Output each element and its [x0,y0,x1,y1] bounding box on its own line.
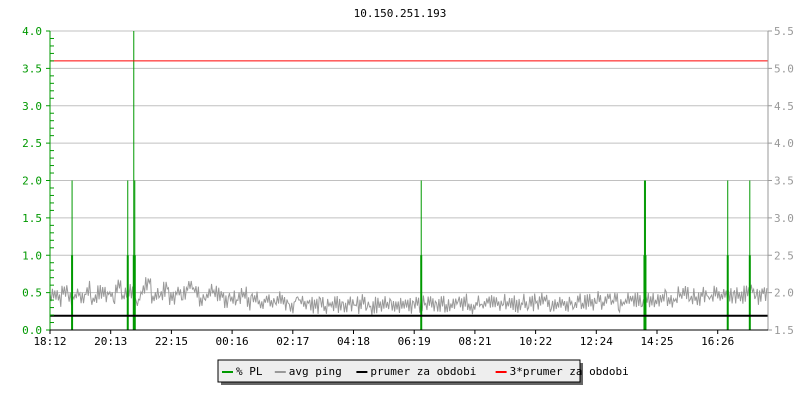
legend-label: avg ping [289,365,342,378]
legend-label: 3*prumer za obdobi [510,365,629,378]
right-tick-label: 5.5 [774,25,794,38]
x-tick-label: 10:22 [519,335,552,348]
x-tick-label: 06:19 [398,335,431,348]
legend-label: prumer za obdobi [370,365,476,378]
left-tick-label: 4.0 [22,25,42,38]
left-tick-label: 0.0 [22,324,42,337]
x-tick-label: 22:15 [155,335,188,348]
legend: % PL avg ping prumer za obdobi 3*prumer za … [217,359,629,385]
x-tick-label: 00:16 [216,335,249,348]
right-tick-label: 1.5 [774,324,794,337]
left-tick-label: 2.0 [22,175,42,188]
left-tick-label: 3.5 [22,62,42,75]
x-tick-label: 20:13 [94,335,127,348]
chart-title: 10.150.251.193 [354,7,447,20]
left-tick-label: 3.0 [22,100,42,113]
x-tick-label: 16:26 [701,335,734,348]
right-tick-label: 2.0 [774,287,794,300]
x-tick-label: 12:24 [580,335,613,348]
x-tick-label: 02:17 [276,335,309,348]
x-tick-label: 04:18 [337,335,370,348]
x-tick-label: 18:12 [33,335,66,348]
x-tick-label: 08:21 [458,335,491,348]
left-tick-label: 1.0 [22,249,42,262]
left-tick-label: 2.5 [22,137,42,150]
left-tick-label: 1.5 [22,212,42,225]
right-tick-label: 5.0 [774,62,794,75]
right-tick-label: 4.0 [774,137,794,150]
right-tick-label: 2.5 [774,249,794,262]
right-tick-label: 4.5 [774,100,794,113]
x-tick-label: 14:25 [640,335,673,348]
right-tick-label: 3.0 [774,212,794,225]
right-tick-label: 3.5 [774,175,794,188]
avg-ping-line [49,277,768,316]
left-tick-label: 0.5 [22,287,42,300]
legend-label: % PL [236,365,263,378]
